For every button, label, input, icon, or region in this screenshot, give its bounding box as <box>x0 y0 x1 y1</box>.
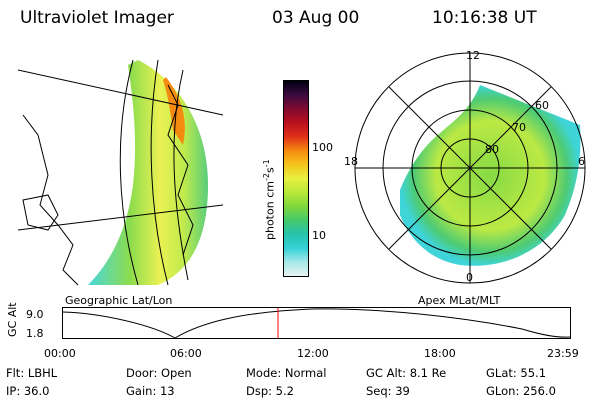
lat-label-70: 70 <box>512 121 526 134</box>
timeline-ytick-top: 9.0 <box>26 308 44 321</box>
timeline-tick-0000: 00:00 <box>44 347 76 360</box>
mlt-axis-diagonal <box>388 86 552 250</box>
mlt-label-left: 18 <box>344 155 358 168</box>
left-panel-caption: Geographic Lat/Lon <box>65 294 173 307</box>
info-mode: Mode: Normal <box>246 366 327 380</box>
info-seq: Seq: 39 <box>366 384 410 398</box>
mlt-label-right: 6 <box>578 155 585 168</box>
time-label: 10:16:38 UT <box>432 8 537 28</box>
mlt-label-bottom: 0 <box>466 271 473 284</box>
aurora-emission <box>88 60 208 285</box>
info-gain: Gain: 13 <box>126 384 175 398</box>
colorbar-unit-label: photon cm-2s-1 <box>262 159 277 240</box>
timeline-ytick-bottom: 1.8 <box>26 327 44 340</box>
app-title: Ultraviolet Imager <box>20 8 174 28</box>
meridian-line <box>18 69 224 116</box>
parallel-line <box>119 59 139 286</box>
lat-label-80: 80 <box>485 143 499 156</box>
coastline <box>22 194 59 231</box>
info-dsp: Dsp: 5.2 <box>246 384 294 398</box>
coastline <box>22 84 194 286</box>
info-glat: GLat: 55.1 <box>486 366 547 380</box>
info-ip: IP: 36.0 <box>6 384 50 398</box>
info-gc-alt: GC Alt: 8.1 Re <box>366 366 447 380</box>
parallel-line <box>173 69 189 281</box>
timeline-plot <box>62 307 571 339</box>
info-door: Door: Open <box>126 366 192 380</box>
right-panel-caption: Apex MLat/MLT <box>418 294 501 307</box>
polar-plot: 12 18 6 0 60 70 80 <box>344 49 586 284</box>
timeline-ylabel: GC Alt <box>6 302 19 337</box>
lat-label-60: 60 <box>535 99 549 112</box>
geographic-map <box>18 59 224 286</box>
parallel-line <box>150 59 169 286</box>
timeline-tick-0600: 06:00 <box>170 347 202 360</box>
timeline-tick-1200: 12:00 <box>297 347 329 360</box>
colorbar-tick-100: 100 <box>312 141 333 154</box>
colorbar <box>283 80 309 277</box>
info-glon: GLon: 256.0 <box>486 384 556 398</box>
timeline-tick-1800: 18:00 <box>424 347 456 360</box>
date-label: 03 Aug 00 <box>272 8 360 28</box>
info-filter: Flt: LBHL <box>6 366 58 380</box>
colorbar-tick-10: 10 <box>312 229 326 242</box>
aurora-oval <box>400 85 581 266</box>
timeline-tick-2359: 23:59 <box>547 347 579 360</box>
mlt-label-top: 12 <box>466 49 480 62</box>
aurora-core <box>163 77 185 145</box>
altitude-curve <box>62 308 571 339</box>
meridian-line <box>18 204 224 231</box>
